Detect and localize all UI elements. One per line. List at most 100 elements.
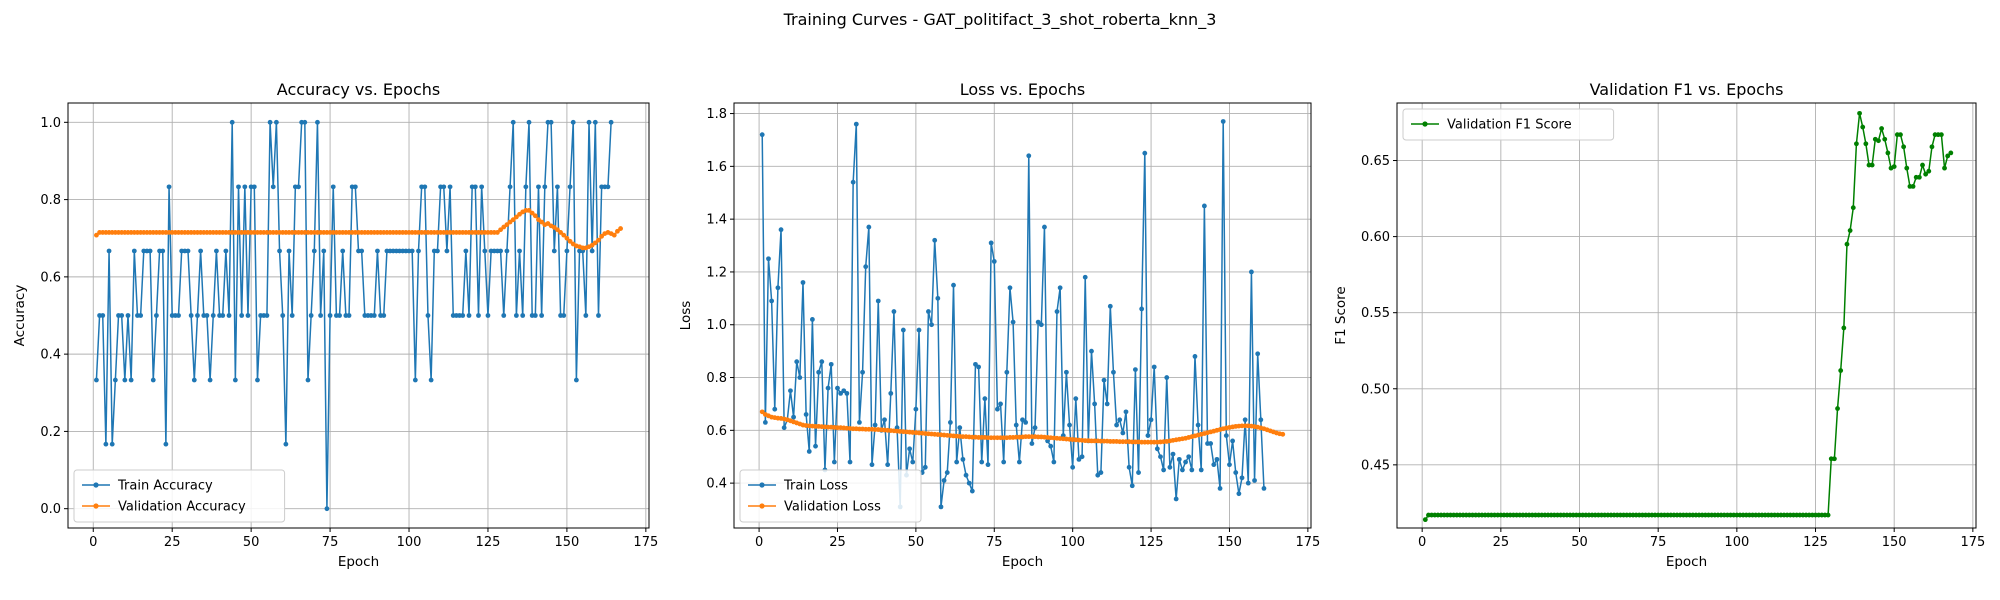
y-tick-label: 1.2 xyxy=(706,265,727,280)
data-point xyxy=(875,298,881,304)
data-point xyxy=(318,313,324,318)
y-tick-label: 0.8 xyxy=(40,193,61,208)
chart-title: Accuracy vs. Epochs xyxy=(277,80,440,99)
data-point xyxy=(618,226,623,231)
data-point xyxy=(1249,269,1254,275)
data-point xyxy=(1126,464,1132,470)
data-point xyxy=(154,313,159,318)
data-point xyxy=(532,213,538,219)
data-point xyxy=(608,119,614,125)
data-point xyxy=(1255,351,1261,357)
data-point xyxy=(1230,438,1235,444)
legend-marker xyxy=(759,503,765,509)
data-point xyxy=(1926,168,1932,174)
data-point xyxy=(1107,303,1113,309)
data-point xyxy=(532,313,538,318)
data-point xyxy=(138,313,144,318)
data-point xyxy=(526,208,532,213)
data-point xyxy=(555,227,560,233)
series-validation-accuracy xyxy=(94,208,623,251)
data-point xyxy=(210,313,216,318)
data-point xyxy=(1139,306,1145,312)
data-point xyxy=(1869,162,1875,168)
data-point xyxy=(1054,309,1060,314)
data-point xyxy=(1010,319,1016,325)
data-point xyxy=(586,119,592,125)
data-point xyxy=(1214,456,1220,462)
data-point xyxy=(1879,126,1884,131)
data-point xyxy=(762,420,768,425)
data-point xyxy=(860,369,865,375)
data-point xyxy=(1095,472,1101,478)
data-point xyxy=(599,233,605,239)
data-point xyxy=(1123,409,1129,415)
data-point xyxy=(816,369,822,375)
data-point xyxy=(147,248,153,254)
data-point xyxy=(1064,369,1069,375)
x-tick-label: 50 xyxy=(1571,535,1588,550)
data-point xyxy=(1242,417,1248,423)
y-axis-label: Accuracy xyxy=(12,285,28,347)
data-point xyxy=(838,390,844,396)
y-tick-label: 0.6 xyxy=(40,270,61,285)
data-point xyxy=(1148,417,1154,423)
data-point xyxy=(1201,203,1207,209)
data-point xyxy=(1067,422,1072,428)
data-point xyxy=(567,238,573,244)
data-point xyxy=(381,313,387,318)
data-point xyxy=(542,184,548,190)
data-point xyxy=(1942,165,1947,171)
data-point xyxy=(198,248,204,254)
data-point xyxy=(214,248,219,254)
data-point xyxy=(1910,183,1916,189)
data-point xyxy=(523,184,529,190)
data-point xyxy=(998,401,1003,407)
data-point xyxy=(1045,438,1050,444)
data-point xyxy=(337,313,342,318)
data-point xyxy=(1863,141,1869,147)
y-tick-label: 0.4 xyxy=(706,477,727,492)
legend-box xyxy=(73,469,286,523)
data-point xyxy=(422,184,428,190)
data-point xyxy=(1898,132,1903,138)
data-point xyxy=(888,390,894,396)
data-point xyxy=(1236,491,1242,497)
legend-marker xyxy=(93,482,99,488)
x-tick-label: 50 xyxy=(243,535,260,550)
data-point xyxy=(932,237,938,243)
data-point xyxy=(416,248,421,254)
data-point xyxy=(1198,467,1204,473)
data-point xyxy=(857,420,862,425)
data-point xyxy=(1876,138,1881,144)
data-point xyxy=(482,248,488,254)
data-point xyxy=(245,313,251,318)
data-point xyxy=(1117,417,1123,423)
data-point xyxy=(274,119,279,125)
data-point xyxy=(973,361,978,367)
data-point xyxy=(1032,425,1038,431)
data-point xyxy=(529,210,535,216)
data-point xyxy=(321,248,327,254)
x-tick-label: 150 xyxy=(1217,535,1242,550)
legend-box xyxy=(739,469,922,523)
data-point xyxy=(1038,322,1044,328)
data-point xyxy=(191,377,197,383)
data-point xyxy=(280,313,286,318)
data-point xyxy=(277,248,282,254)
data-point xyxy=(1920,162,1925,168)
data-point xyxy=(954,459,960,465)
data-point xyxy=(922,464,928,470)
data-point xyxy=(1057,285,1063,291)
data-point xyxy=(324,506,330,512)
series-train-accuracy xyxy=(94,119,614,512)
data-point xyxy=(185,248,191,254)
data-point xyxy=(806,449,812,454)
data-point xyxy=(835,385,840,391)
data-point xyxy=(1239,475,1245,481)
axes-frame xyxy=(67,102,650,529)
data-point xyxy=(150,377,156,383)
y-axis-label: F1 Score xyxy=(1333,286,1349,344)
data-point xyxy=(596,237,601,243)
data-point xyxy=(1208,441,1214,446)
data-point xyxy=(991,258,997,264)
